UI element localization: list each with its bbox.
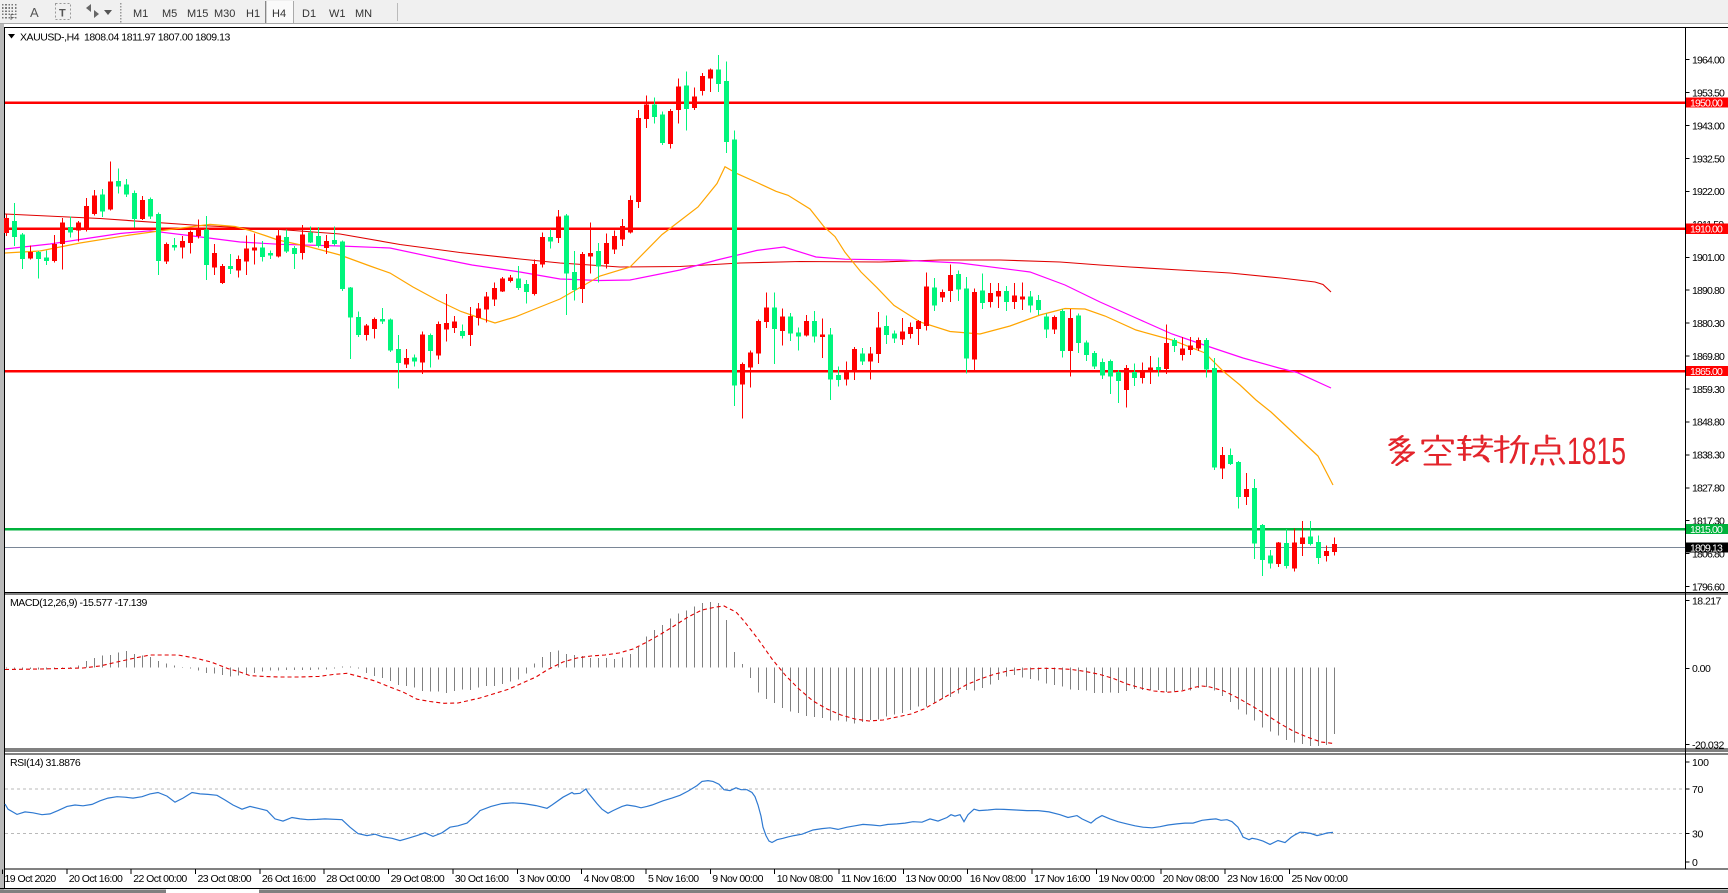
- svg-text:MN: MN: [355, 8, 372, 20]
- svg-text:30: 30: [1692, 828, 1704, 840]
- svg-text:10 Nov 08:00: 10 Nov 08:00: [777, 873, 834, 885]
- svg-text:H4: H4: [272, 8, 286, 20]
- svg-text:M1: M1: [133, 8, 148, 20]
- svg-text:25 Nov 00:00: 25 Nov 00:00: [1292, 873, 1349, 885]
- svg-text:F: F: [10, 13, 15, 22]
- svg-text:11 Nov 16:00: 11 Nov 16:00: [841, 873, 897, 885]
- svg-text:H1: H1: [246, 8, 260, 20]
- svg-text:1796.60: 1796.60: [1692, 581, 1725, 593]
- svg-text:1838.30: 1838.30: [1692, 450, 1725, 462]
- svg-text:D1: D1: [302, 8, 316, 20]
- svg-text:29 Oct 08:00: 29 Oct 08:00: [391, 873, 445, 885]
- svg-text:20 Oct 16:00: 20 Oct 16:00: [69, 873, 123, 885]
- svg-text:1848.80: 1848.80: [1692, 417, 1725, 429]
- svg-text:1890.80: 1890.80: [1692, 285, 1725, 297]
- svg-text:5 Nov 16:00: 5 Nov 16:00: [648, 873, 699, 885]
- svg-text:1880.30: 1880.30: [1692, 318, 1725, 330]
- svg-text:M15: M15: [187, 8, 208, 20]
- svg-text:XAUUSD-,H4 1808.04 1811.97 18: XAUUSD-,H4 1808.04 1811.97 1807.00 1809.…: [20, 32, 230, 44]
- svg-text:1953.50: 1953.50: [1692, 87, 1725, 99]
- svg-text:23 Nov 16:00: 23 Nov 16:00: [1227, 873, 1284, 885]
- svg-text:MACD(12,26,9) -15.577 -17.139: MACD(12,26,9) -15.577 -17.139: [10, 597, 148, 609]
- svg-text:1964.00: 1964.00: [1692, 55, 1725, 67]
- svg-text:1815: 1815: [1567, 431, 1626, 473]
- svg-text:4 Nov 08:00: 4 Nov 08:00: [584, 873, 635, 885]
- svg-text:13 Nov 00:00: 13 Nov 00:00: [905, 873, 962, 885]
- svg-text:1910.00: 1910.00: [1690, 224, 1723, 236]
- svg-text:18.217: 18.217: [1692, 595, 1722, 607]
- svg-text:19 Oct 2020: 19 Oct 2020: [5, 873, 57, 885]
- svg-text:1809.13: 1809.13: [1690, 542, 1723, 554]
- svg-text:M30: M30: [214, 8, 235, 20]
- svg-text:W1: W1: [329, 8, 346, 20]
- svg-text:A: A: [30, 5, 39, 20]
- svg-text:1827.80: 1827.80: [1692, 483, 1725, 495]
- svg-text:16 Nov 08:00: 16 Nov 08:00: [970, 873, 1027, 885]
- svg-text:28 Oct 00:00: 28 Oct 00:00: [326, 873, 380, 885]
- svg-text:100: 100: [1692, 757, 1709, 769]
- svg-text:M5: M5: [162, 8, 177, 20]
- svg-text:22 Oct 00:00: 22 Oct 00:00: [133, 873, 187, 885]
- svg-text:1815.00: 1815.00: [1690, 524, 1723, 536]
- svg-text:1901.00: 1901.00: [1692, 252, 1725, 264]
- svg-text:20 Nov 08:00: 20 Nov 08:00: [1163, 873, 1220, 885]
- svg-text:17 Nov 16:00: 17 Nov 16:00: [1034, 873, 1091, 885]
- svg-text:1932.50: 1932.50: [1692, 153, 1725, 165]
- svg-text:19 Nov 00:00: 19 Nov 00:00: [1098, 873, 1155, 885]
- svg-text:-20.032: -20.032: [1692, 739, 1724, 751]
- svg-text:1859.30: 1859.30: [1692, 384, 1725, 396]
- svg-text:23 Oct 08:00: 23 Oct 08:00: [198, 873, 252, 885]
- svg-text:1865.00: 1865.00: [1690, 366, 1723, 378]
- svg-text:26 Oct 16:00: 26 Oct 16:00: [262, 873, 316, 885]
- svg-text:T: T: [59, 8, 66, 20]
- svg-text:1869.80: 1869.80: [1692, 351, 1725, 363]
- svg-text:RSI(14) 31.8876: RSI(14) 31.8876: [10, 757, 81, 769]
- svg-text:1943.00: 1943.00: [1692, 120, 1725, 132]
- svg-text:70: 70: [1692, 784, 1704, 796]
- svg-text:0.00: 0.00: [1692, 663, 1711, 675]
- svg-text:0: 0: [1692, 857, 1698, 869]
- svg-text:1922.00: 1922.00: [1692, 186, 1725, 198]
- svg-text:9 Nov 00:00: 9 Nov 00:00: [712, 873, 763, 885]
- svg-text:3 Nov 00:00: 3 Nov 00:00: [519, 873, 570, 885]
- svg-text:1950.00: 1950.00: [1690, 97, 1723, 109]
- svg-text:30 Oct 16:00: 30 Oct 16:00: [455, 873, 509, 885]
